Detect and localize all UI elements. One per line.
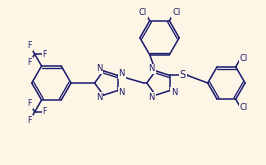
Text: Cl: Cl: [139, 8, 147, 17]
Text: N: N: [171, 88, 177, 97]
Text: Cl: Cl: [240, 103, 248, 112]
Text: S: S: [180, 70, 186, 81]
Text: N: N: [119, 69, 125, 78]
Text: N: N: [119, 88, 125, 97]
Text: N: N: [96, 64, 103, 73]
Text: F: F: [28, 116, 32, 125]
Text: N: N: [148, 64, 155, 73]
Text: Cl: Cl: [240, 54, 248, 63]
Text: N: N: [96, 93, 103, 102]
Text: N: N: [148, 93, 155, 102]
Text: F: F: [28, 58, 32, 67]
Text: F: F: [28, 99, 32, 108]
Text: F: F: [28, 41, 32, 50]
Text: Cl: Cl: [172, 8, 180, 17]
Text: F: F: [42, 50, 47, 59]
Text: F: F: [42, 107, 47, 116]
